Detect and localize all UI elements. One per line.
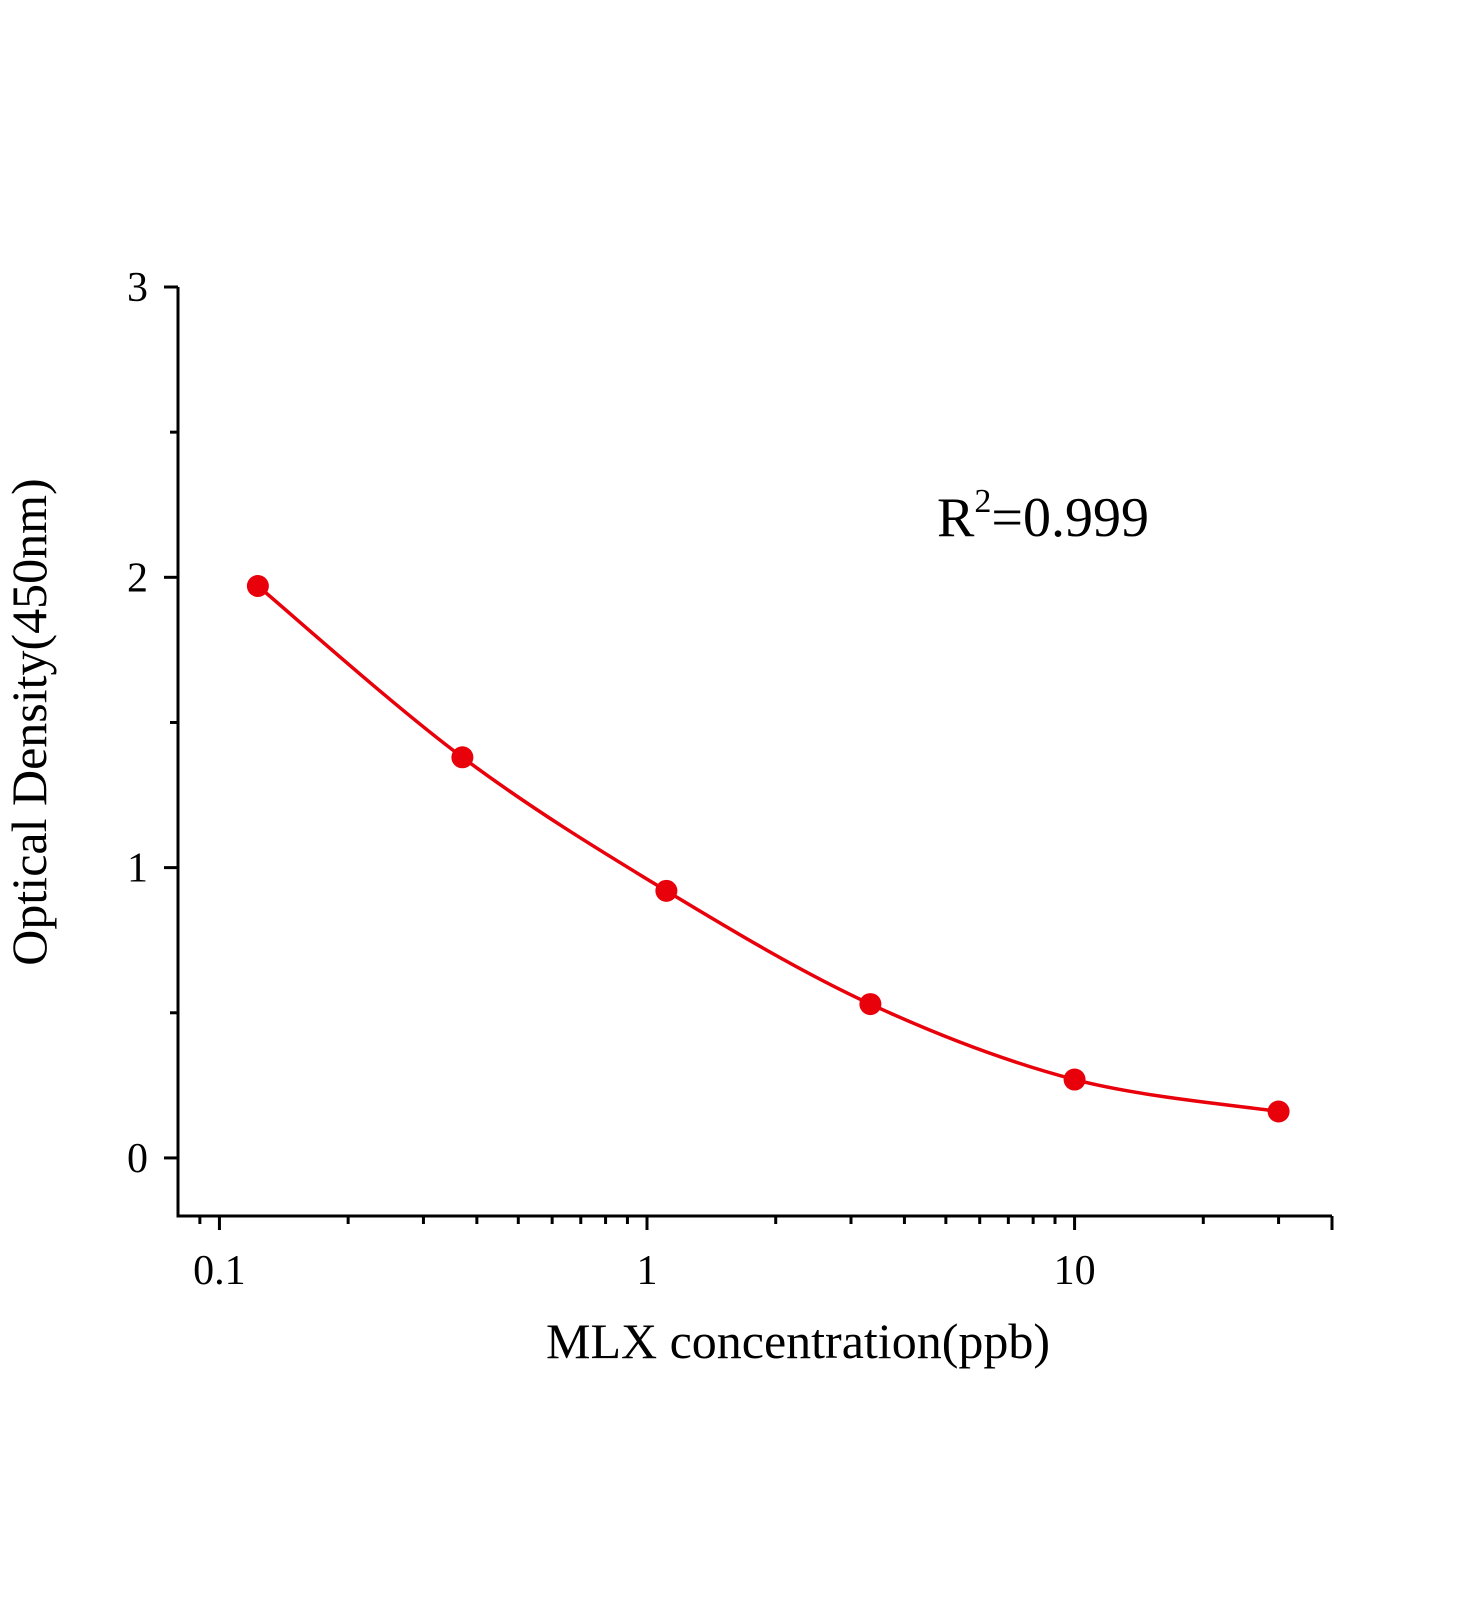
y-tick-label: 0 [127,1136,148,1182]
fit-curve [256,584,1279,1114]
y-tick-label: 1 [127,846,148,892]
data-point [1267,1100,1290,1123]
x-tick-label: 1 [637,1248,658,1294]
x-axis-label: MLX concentration(ppb) [546,1313,1050,1369]
data-point [246,575,269,598]
ticks: 0 1 2 3 0.1 1 10 [127,265,1334,1294]
x-tick-label: 0.1 [193,1248,246,1294]
axes [176,287,1332,1218]
y-tick-label: 3 [127,265,148,311]
y-tick-label: 2 [127,555,148,601]
data-point [655,879,678,902]
y-axis-label: Optical Density(450nm) [1,478,57,965]
r-squared-annotation: R2=0.999 [937,483,1149,549]
data-points [246,575,1290,1123]
data-point [859,993,882,1016]
x-tick-label: 10 [1054,1248,1096,1294]
data-point [451,746,474,769]
data-point [1063,1068,1086,1091]
